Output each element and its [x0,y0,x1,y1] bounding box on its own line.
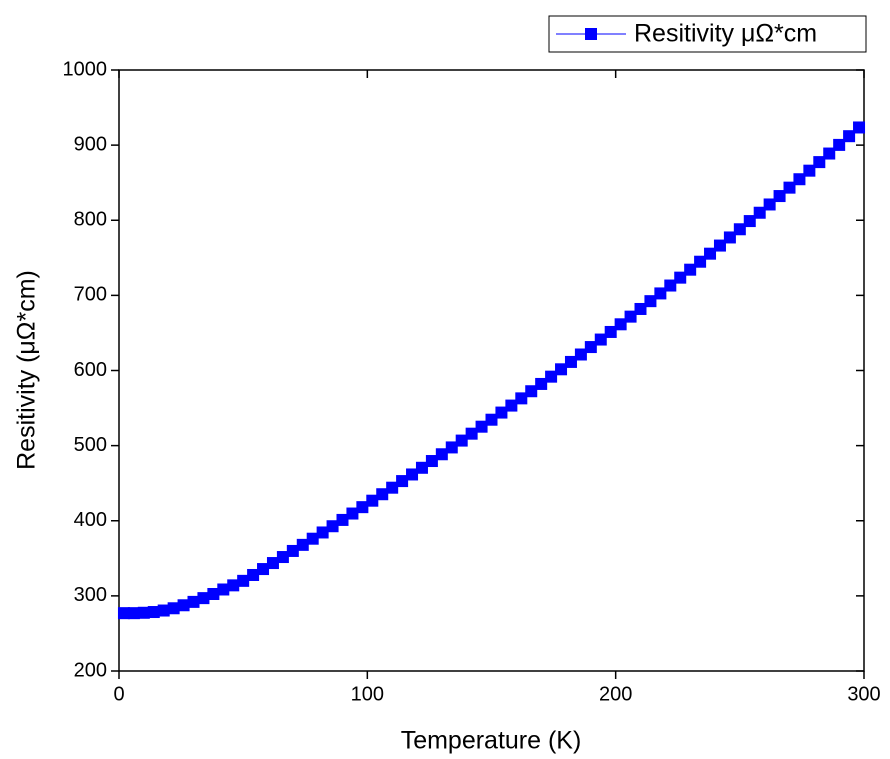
data-point [177,599,190,612]
x-tick-label: 100 [351,683,384,705]
x-tick-label: 300 [847,683,880,705]
series-line [123,127,860,614]
data-point [187,595,200,608]
data-point [485,413,498,426]
data-point [763,198,776,211]
data-point [227,579,240,592]
data-point [773,190,786,203]
data-point [346,507,359,520]
data-point [356,501,369,514]
data-point [843,130,856,143]
data-point [376,488,389,501]
data-point [823,147,836,160]
data-point [237,574,250,587]
data-point [396,475,409,488]
data-point [127,607,140,620]
data-point [704,247,717,260]
data-point [445,441,458,454]
y-tick-label: 700 [74,284,107,306]
data-point [803,164,816,177]
data-point [525,385,538,398]
data-point [455,434,468,447]
data-point [386,481,399,494]
data-point [833,138,846,151]
data-point [147,606,160,619]
data-point [753,206,766,219]
data-point [276,551,289,564]
data-point [167,602,180,615]
data-point [545,370,558,383]
legend: Resitivity μΩ*cm [548,15,867,53]
data-point [406,468,419,481]
x-tick-label: 0 [113,683,124,705]
data-point [743,215,756,228]
y-tick-label: 500 [74,434,107,456]
data-point [624,310,637,323]
data-point [614,318,627,331]
data-point [465,427,478,440]
data-point [813,156,826,169]
data-point [853,121,866,134]
data-point [674,271,687,284]
y-tick-label: 300 [74,584,107,606]
x-axis-label: Temperature (K) [401,727,582,755]
data-point [157,604,170,617]
data-point [117,607,130,620]
data-point [594,333,607,346]
legend-marker [585,28,597,40]
data-point [694,255,707,268]
data-point [425,455,438,468]
y-tick-label: 400 [74,509,107,531]
data-point [326,520,339,533]
data-point [713,239,726,252]
data-point [435,448,448,461]
data-point [306,532,319,545]
data-point [266,557,279,570]
data-point [644,295,657,308]
x-tick-label: 200 [599,683,632,705]
data-point [654,287,667,300]
data-point [574,348,587,361]
data-point [604,325,617,338]
data-point [505,399,518,412]
data-point [793,173,806,186]
data-point [684,263,697,276]
data-point [535,377,548,390]
y-tick-label: 200 [74,659,107,681]
data-point [664,279,677,292]
data-point [197,592,210,605]
legend-label: Resitivity μΩ*cm [634,20,817,48]
data-point [366,494,379,507]
data-point [564,355,577,368]
data-point [286,544,299,557]
y-tick-label: 800 [74,209,107,231]
data-point [336,513,349,526]
data-point [257,563,270,576]
data-point [207,587,220,600]
data-point [584,341,597,354]
data-point [634,302,647,315]
data-point [783,181,796,194]
data-point [137,606,150,619]
data-point [415,461,428,474]
data-point [296,538,309,551]
data-point [475,420,488,433]
data-point [515,392,528,405]
data-point [733,223,746,236]
y-tick-label: 1000 [63,58,108,80]
data-point [495,406,508,419]
y-axis-label: Resitivity (μΩ*cm) [13,270,41,470]
data-point [217,583,230,596]
y-tick-label: 600 [74,359,107,381]
data-point [723,231,736,244]
data-point [247,568,260,581]
data-point [316,526,329,539]
y-tick-label: 900 [74,133,107,155]
data-point [555,363,568,376]
